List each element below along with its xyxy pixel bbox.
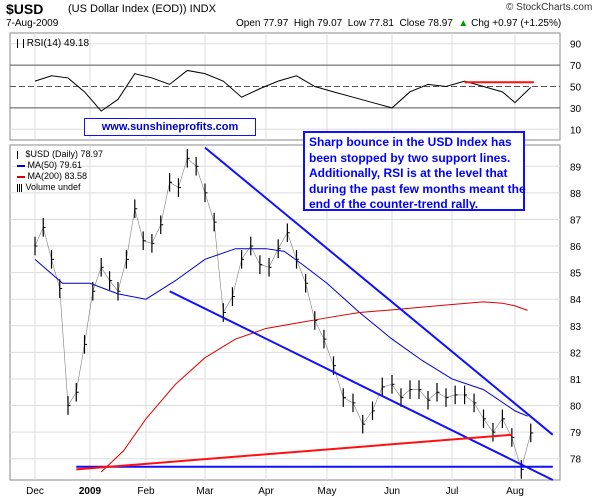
y-tick-label: 83 bbox=[570, 322, 582, 333]
rsi-tick-label: 30 bbox=[570, 104, 582, 115]
legend-symbol: $USD (Daily) 78.97 bbox=[17, 149, 103, 159]
rsi-swatch-icon bbox=[17, 38, 24, 48]
website-label: www.sunshineprofits.com bbox=[84, 118, 256, 136]
x-tick-label: Jun bbox=[384, 486, 400, 497]
change-arrow-icon: ▲ bbox=[458, 18, 469, 29]
rsi-tick-label: 10 bbox=[570, 125, 582, 136]
rsi-tick-label: 70 bbox=[570, 61, 582, 72]
high-value: High 79.07 bbox=[293, 18, 343, 29]
annotation-line: during the past few months meant the bbox=[309, 181, 526, 196]
x-tick-label: May bbox=[318, 486, 337, 497]
ohlc-swatch-icon bbox=[17, 150, 23, 159]
rsi-label-text: RSI(14) 49.18 bbox=[26, 38, 90, 49]
ma200-line bbox=[100, 301, 528, 473]
legend-ma50-text: MA(50) 79.61 bbox=[27, 160, 83, 170]
ohlc-readout: Open 77.97 High 79.07 Low 77.81 Close 78… bbox=[236, 18, 561, 29]
legend-volume-text: Volume undef bbox=[25, 182, 81, 192]
price-series-line bbox=[34, 157, 532, 471]
x-tick-label: Apr bbox=[258, 486, 274, 497]
x-tick-label: Aug bbox=[506, 486, 524, 497]
annotation-line: end of the counter-trend rally. bbox=[309, 197, 479, 211]
rsi-label: RSI(14) 49.18 bbox=[17, 38, 89, 49]
volume-swatch-icon bbox=[17, 183, 23, 192]
annotation-line: been stopped by two support lines. bbox=[309, 150, 511, 165]
legend-volume: Volume undef bbox=[17, 182, 81, 192]
legend-ma200-text: MA(200) 83.58 bbox=[27, 171, 88, 181]
y-tick-label: 84 bbox=[570, 295, 582, 306]
rsi-tick-label: 50 bbox=[570, 83, 582, 94]
annotation-line: Additionally, RSI is at the level that bbox=[309, 166, 508, 180]
y-tick-label: 87 bbox=[570, 215, 582, 226]
annotation-box: Sharp bounce in the USD Index has been s… bbox=[303, 131, 526, 211]
legend-ma50: MA(50) 79.61 bbox=[17, 160, 82, 170]
y-tick-label: 80 bbox=[570, 402, 582, 413]
y-tick-label: 82 bbox=[570, 348, 582, 359]
blue-trendline bbox=[169, 290, 554, 481]
legend-ma200: MA(200) 83.58 bbox=[17, 171, 87, 181]
ticker-symbol: $USD bbox=[6, 1, 44, 17]
change-value: Chg +0.97 (+1.25%) bbox=[471, 18, 562, 29]
brand-watermark: © StockCharts.com bbox=[506, 2, 593, 13]
annotation-line: Sharp bounce in the USD Index has bbox=[309, 135, 512, 149]
legend-symbol-text: $USD (Daily) 78.97 bbox=[25, 149, 104, 159]
y-tick-label: 85 bbox=[570, 269, 582, 280]
ma200-swatch-icon bbox=[17, 175, 25, 178]
open-value: Open 77.97 bbox=[236, 18, 289, 29]
rsi-line bbox=[34, 69, 532, 112]
x-tick-label: Mar bbox=[196, 486, 214, 497]
close-value: Close 78.97 bbox=[399, 18, 453, 29]
y-tick-label: 86 bbox=[570, 242, 582, 253]
x-tick-label: Dec bbox=[26, 486, 44, 497]
y-tick-label: 89 bbox=[570, 162, 582, 173]
as-of-date: 7-Aug-2009 bbox=[6, 18, 59, 29]
y-tick-label: 79 bbox=[570, 428, 582, 439]
y-tick-label: 78 bbox=[570, 455, 582, 466]
description-text: (US Dollar Index (EOD)) bbox=[68, 3, 187, 15]
y-tick-label: 81 bbox=[570, 375, 582, 386]
blue-trendline bbox=[204, 146, 554, 436]
x-tick-label: Feb bbox=[137, 486, 155, 497]
ticker-description: (US Dollar Index (EOD)) INDX bbox=[68, 3, 216, 15]
ma50-line bbox=[34, 248, 528, 417]
red-trendline bbox=[76, 433, 512, 471]
low-value: Low 77.81 bbox=[347, 18, 394, 29]
x-tick-label: 2009 bbox=[79, 486, 102, 497]
rsi-tick-label: 90 bbox=[570, 40, 582, 51]
exchange-text: INDX bbox=[189, 3, 216, 15]
ma50-swatch-icon bbox=[17, 164, 25, 167]
x-tick-label: Jul bbox=[446, 486, 459, 497]
y-tick-label: 88 bbox=[570, 189, 582, 200]
